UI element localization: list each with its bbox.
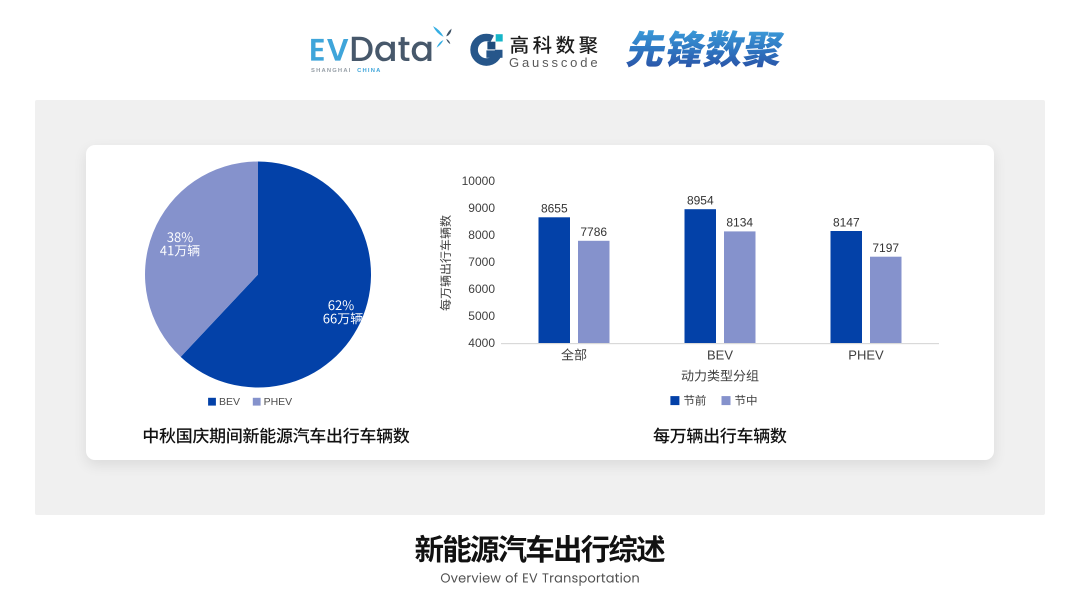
svg-text:BEV: BEV bbox=[707, 348, 733, 363]
svg-text:PHEV: PHEV bbox=[264, 396, 293, 408]
svg-text:7786: 7786 bbox=[580, 225, 607, 239]
svg-text:8000: 8000 bbox=[468, 228, 495, 242]
svg-text:7000: 7000 bbox=[468, 255, 495, 269]
svg-text:8655: 8655 bbox=[541, 202, 568, 216]
svg-text:7197: 7197 bbox=[872, 241, 899, 255]
svg-text:BEV: BEV bbox=[219, 396, 240, 408]
svg-text:8134: 8134 bbox=[726, 216, 753, 230]
svg-text:4000: 4000 bbox=[468, 336, 495, 350]
svg-text:5000: 5000 bbox=[468, 309, 495, 323]
svg-text:9000: 9000 bbox=[468, 201, 495, 215]
svg-text:6000: 6000 bbox=[468, 282, 495, 296]
svg-text:PHEV: PHEV bbox=[848, 348, 884, 363]
svg-text:8147: 8147 bbox=[833, 215, 860, 229]
svg-text:8954: 8954 bbox=[687, 194, 714, 208]
svg-text:10000: 10000 bbox=[462, 174, 496, 188]
